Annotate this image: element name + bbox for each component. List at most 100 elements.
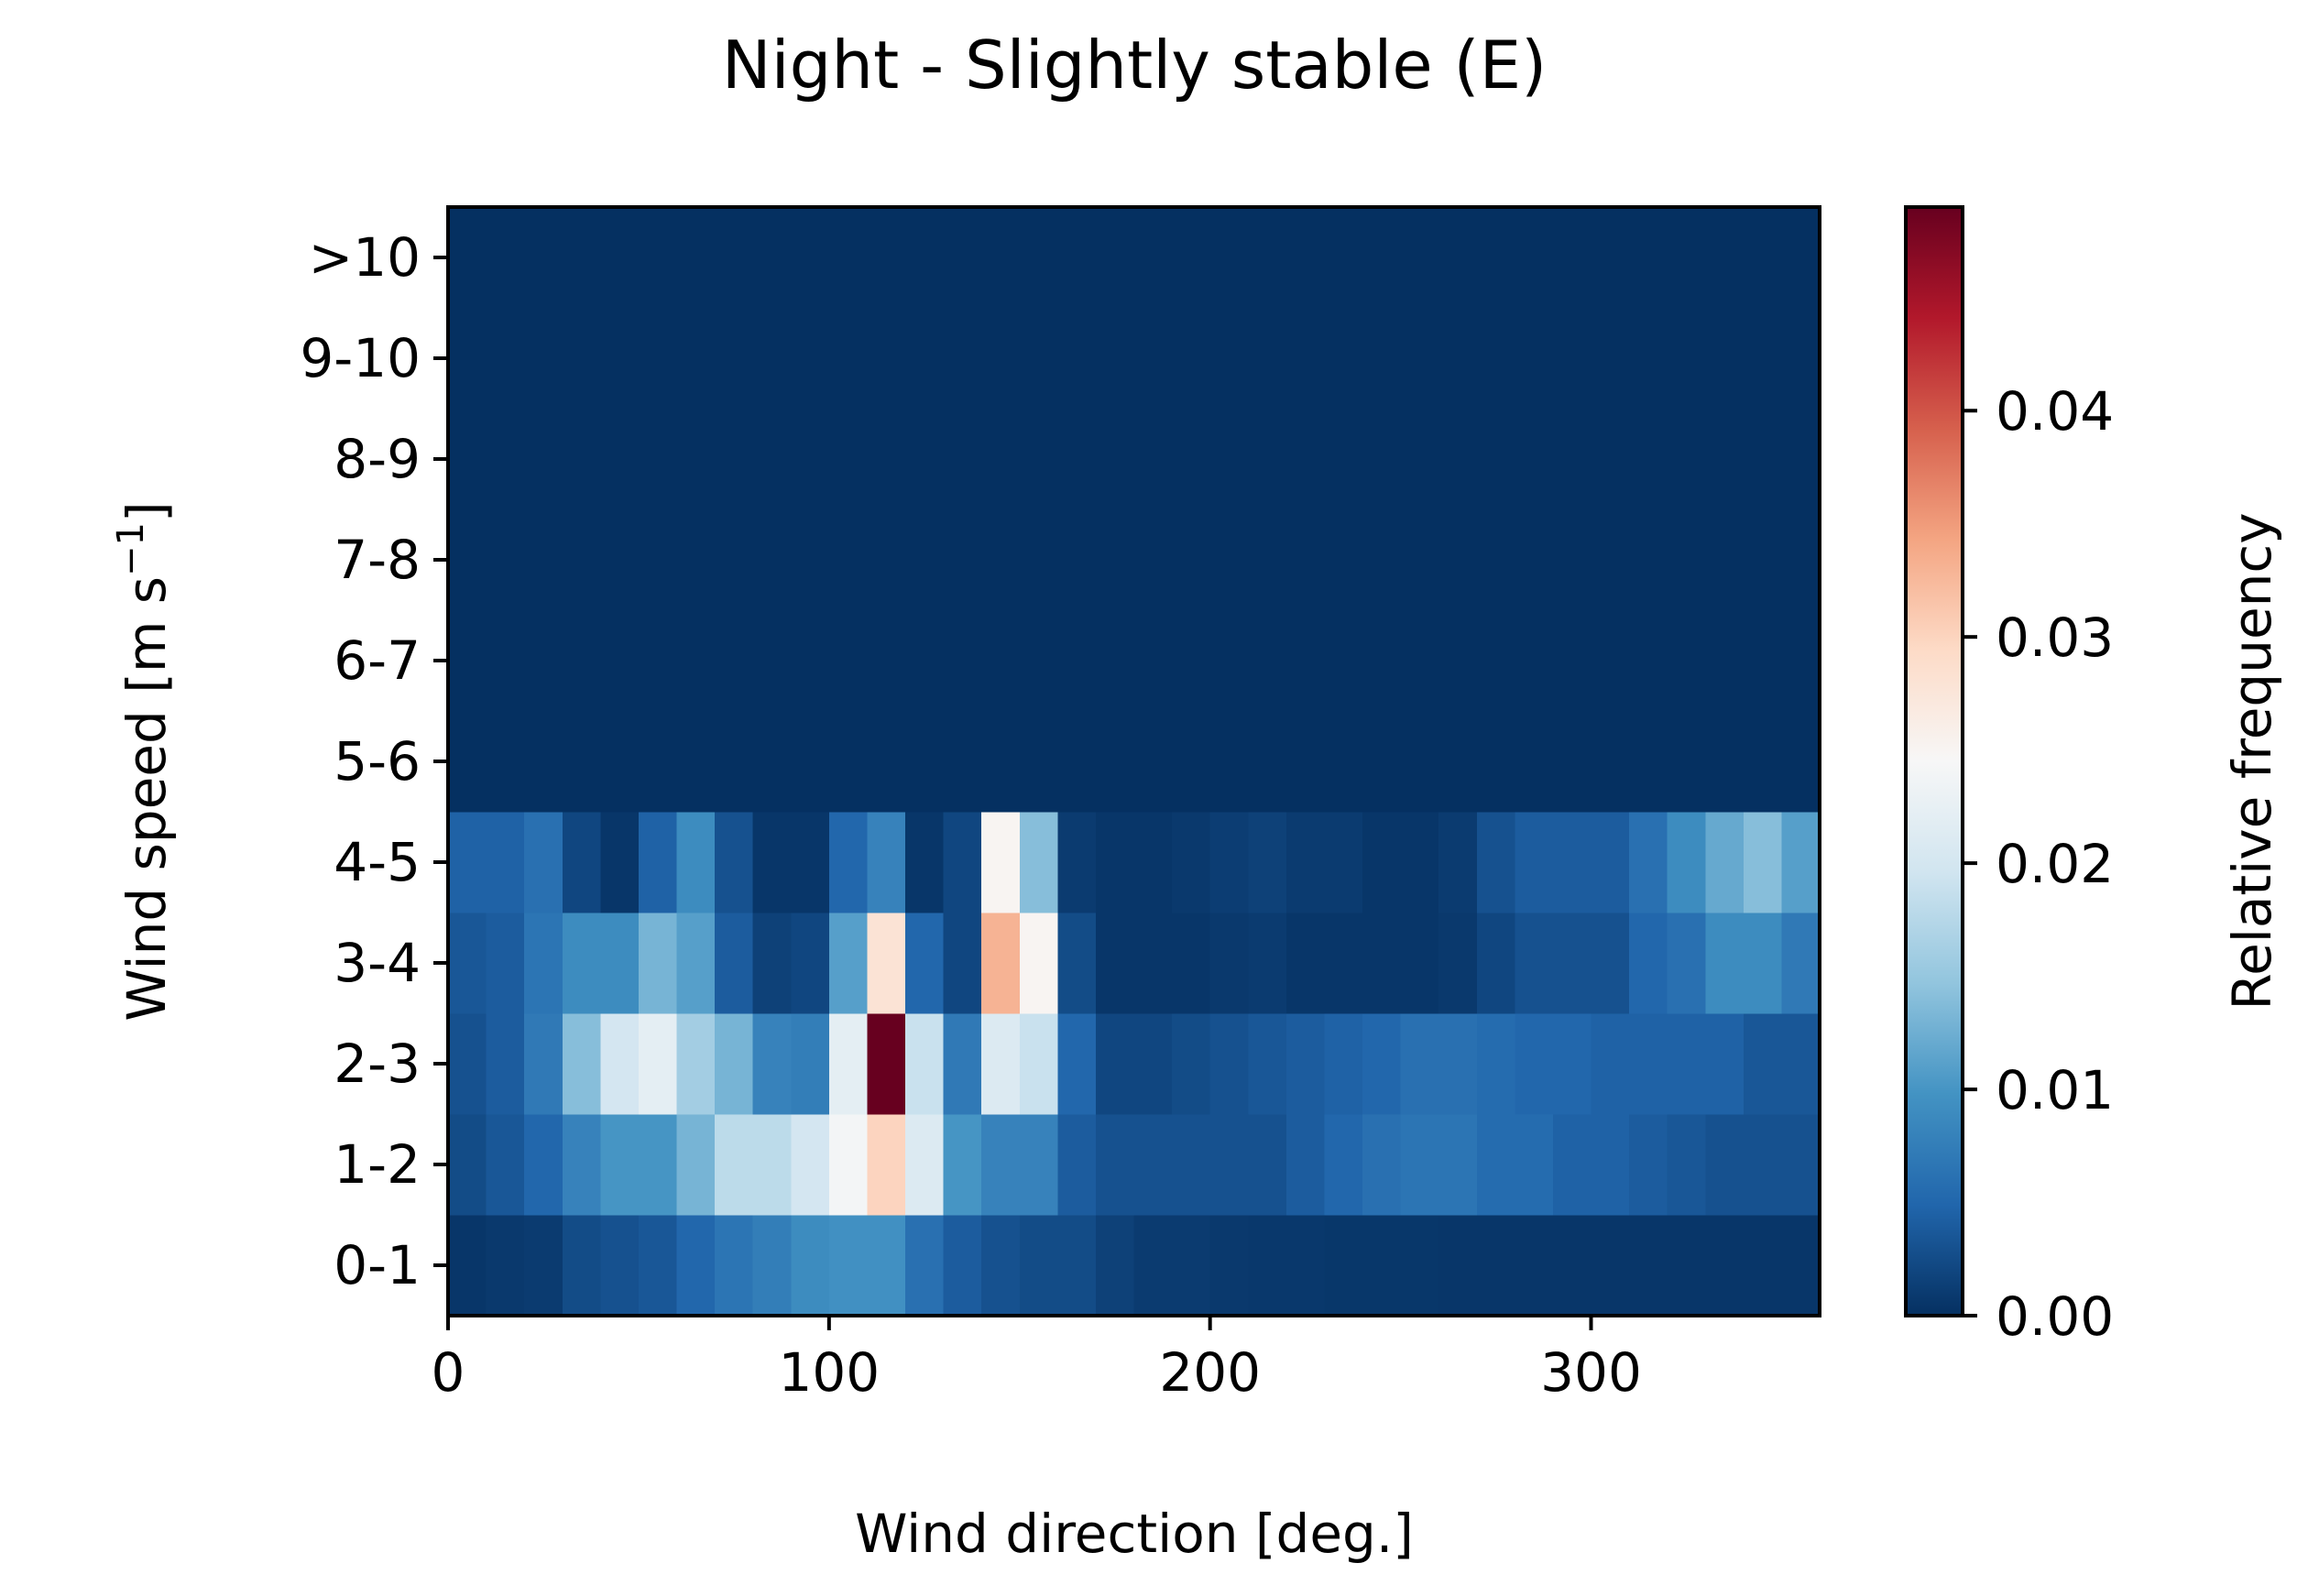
heatmap-cell bbox=[1019, 1114, 1058, 1216]
heatmap-cell bbox=[1591, 207, 1630, 309]
heatmap-cell bbox=[1743, 207, 1783, 309]
heatmap-cell bbox=[1133, 409, 1173, 510]
heatmap-cell bbox=[981, 509, 1021, 611]
heatmap-cell bbox=[600, 913, 640, 1014]
heatmap-cell bbox=[1285, 308, 1326, 410]
heatmap-cell bbox=[638, 812, 678, 913]
heatmap-cell bbox=[1095, 1013, 1135, 1115]
heatmap-cell bbox=[867, 1215, 906, 1317]
heatmap-cell bbox=[1285, 207, 1326, 309]
heatmap-cell bbox=[1172, 308, 1211, 410]
heatmap-cell bbox=[1515, 509, 1554, 611]
y-tick-label: 4-5 bbox=[334, 831, 421, 893]
heatmap-cell bbox=[1400, 1215, 1439, 1317]
heatmap-cell bbox=[981, 1114, 1021, 1216]
heatmap-cell bbox=[1362, 812, 1402, 913]
heatmap-cell bbox=[715, 812, 754, 913]
heatmap-cell bbox=[1057, 1114, 1097, 1216]
heatmap-cell bbox=[828, 812, 869, 913]
heatmap-cell bbox=[1362, 308, 1402, 410]
heatmap-cell bbox=[1400, 913, 1439, 1014]
heatmap-cell bbox=[1552, 812, 1592, 913]
heatmap-cell bbox=[1515, 1114, 1554, 1216]
heatmap-cell bbox=[1781, 913, 1821, 1014]
heatmap-cell bbox=[1324, 812, 1363, 913]
heatmap-cell bbox=[638, 913, 678, 1014]
heatmap-cell bbox=[1515, 409, 1554, 510]
heatmap-cell bbox=[1438, 812, 1478, 913]
x-tick-label: 200 bbox=[1159, 1341, 1261, 1404]
heatmap-cell bbox=[1476, 1013, 1515, 1115]
heatmap-cell bbox=[1285, 509, 1326, 611]
heatmap-cell bbox=[828, 509, 869, 611]
heatmap-cell bbox=[638, 207, 678, 309]
heatmap-cell bbox=[1362, 610, 1402, 712]
heatmap-cell bbox=[638, 610, 678, 712]
heatmap-cell bbox=[676, 711, 716, 813]
heatmap-cell bbox=[1591, 610, 1630, 712]
heatmap-cell bbox=[524, 207, 563, 309]
heatmap-cell bbox=[1133, 913, 1173, 1014]
heatmap-cell bbox=[1781, 207, 1821, 309]
heatmap-cell bbox=[1095, 1215, 1135, 1317]
heatmap-cell bbox=[448, 711, 487, 813]
y-tick-label: 5-6 bbox=[334, 730, 421, 793]
heatmap-cell bbox=[1743, 812, 1783, 913]
heatmap-cell bbox=[1476, 610, 1515, 712]
heatmap-cell bbox=[1400, 610, 1439, 712]
heatmap-cell bbox=[1133, 509, 1173, 611]
heatmap-cell bbox=[981, 308, 1021, 410]
heatmap-cell bbox=[1057, 1013, 1097, 1115]
heatmap-cell bbox=[676, 1114, 716, 1216]
heatmap-cell bbox=[562, 711, 601, 813]
heatmap-cell bbox=[1629, 610, 1668, 712]
heatmap-cell bbox=[1019, 610, 1058, 712]
heatmap-cell bbox=[905, 812, 945, 913]
heatmap-cell bbox=[791, 1215, 830, 1317]
x-axis-label: Wind direction [deg.] bbox=[855, 1503, 1414, 1565]
heatmap-cell bbox=[524, 610, 563, 712]
heatmap-cell bbox=[486, 610, 525, 712]
heatmap-cell bbox=[1019, 509, 1058, 611]
heatmap-cell bbox=[638, 409, 678, 510]
heatmap-cell bbox=[1743, 509, 1783, 611]
heatmap-cell bbox=[1476, 711, 1515, 813]
heatmap-cell bbox=[1095, 913, 1135, 1014]
heatmap-cell bbox=[1172, 610, 1211, 712]
heatmap-cell bbox=[752, 207, 792, 309]
heatmap-cell bbox=[828, 1114, 869, 1216]
heatmap-cell bbox=[1209, 812, 1249, 913]
heatmap-cell bbox=[752, 711, 792, 813]
heatmap-cell bbox=[1172, 711, 1211, 813]
heatmap-cell bbox=[1743, 711, 1783, 813]
heatmap-cell bbox=[791, 610, 830, 712]
heatmap-cell bbox=[1400, 308, 1439, 410]
heatmap-cell bbox=[1209, 610, 1249, 712]
heatmap-cell bbox=[1515, 913, 1554, 1014]
heatmap-cell bbox=[1172, 812, 1211, 913]
heatmap-cell bbox=[1515, 1013, 1554, 1115]
heatmap-cell bbox=[1019, 1013, 1058, 1115]
heatmap-cell bbox=[752, 812, 792, 913]
heatmap-cell bbox=[600, 509, 640, 611]
heatmap-cell bbox=[715, 1013, 754, 1115]
heatmap-cell bbox=[1285, 610, 1326, 712]
heatmap-cell bbox=[1705, 1215, 1745, 1317]
heatmap-cell bbox=[1438, 1215, 1478, 1317]
heatmap-cell bbox=[1667, 1215, 1706, 1317]
heatmap-cell bbox=[1629, 409, 1668, 510]
heatmap-cell bbox=[1095, 207, 1135, 309]
heatmap-cell bbox=[1781, 711, 1821, 813]
y-axis-label-main: Wind speed [m s bbox=[115, 576, 178, 1022]
heatmap-cell bbox=[791, 1114, 830, 1216]
heatmap-cell bbox=[1248, 610, 1287, 712]
heatmap-cell bbox=[524, 409, 563, 510]
heatmap-cell bbox=[715, 207, 754, 309]
heatmap-cell bbox=[1095, 610, 1135, 712]
heatmap-cell bbox=[981, 610, 1021, 712]
heatmap-cell bbox=[867, 1114, 906, 1216]
heatmap-cell bbox=[981, 812, 1021, 913]
heatmap-cell bbox=[1324, 913, 1363, 1014]
